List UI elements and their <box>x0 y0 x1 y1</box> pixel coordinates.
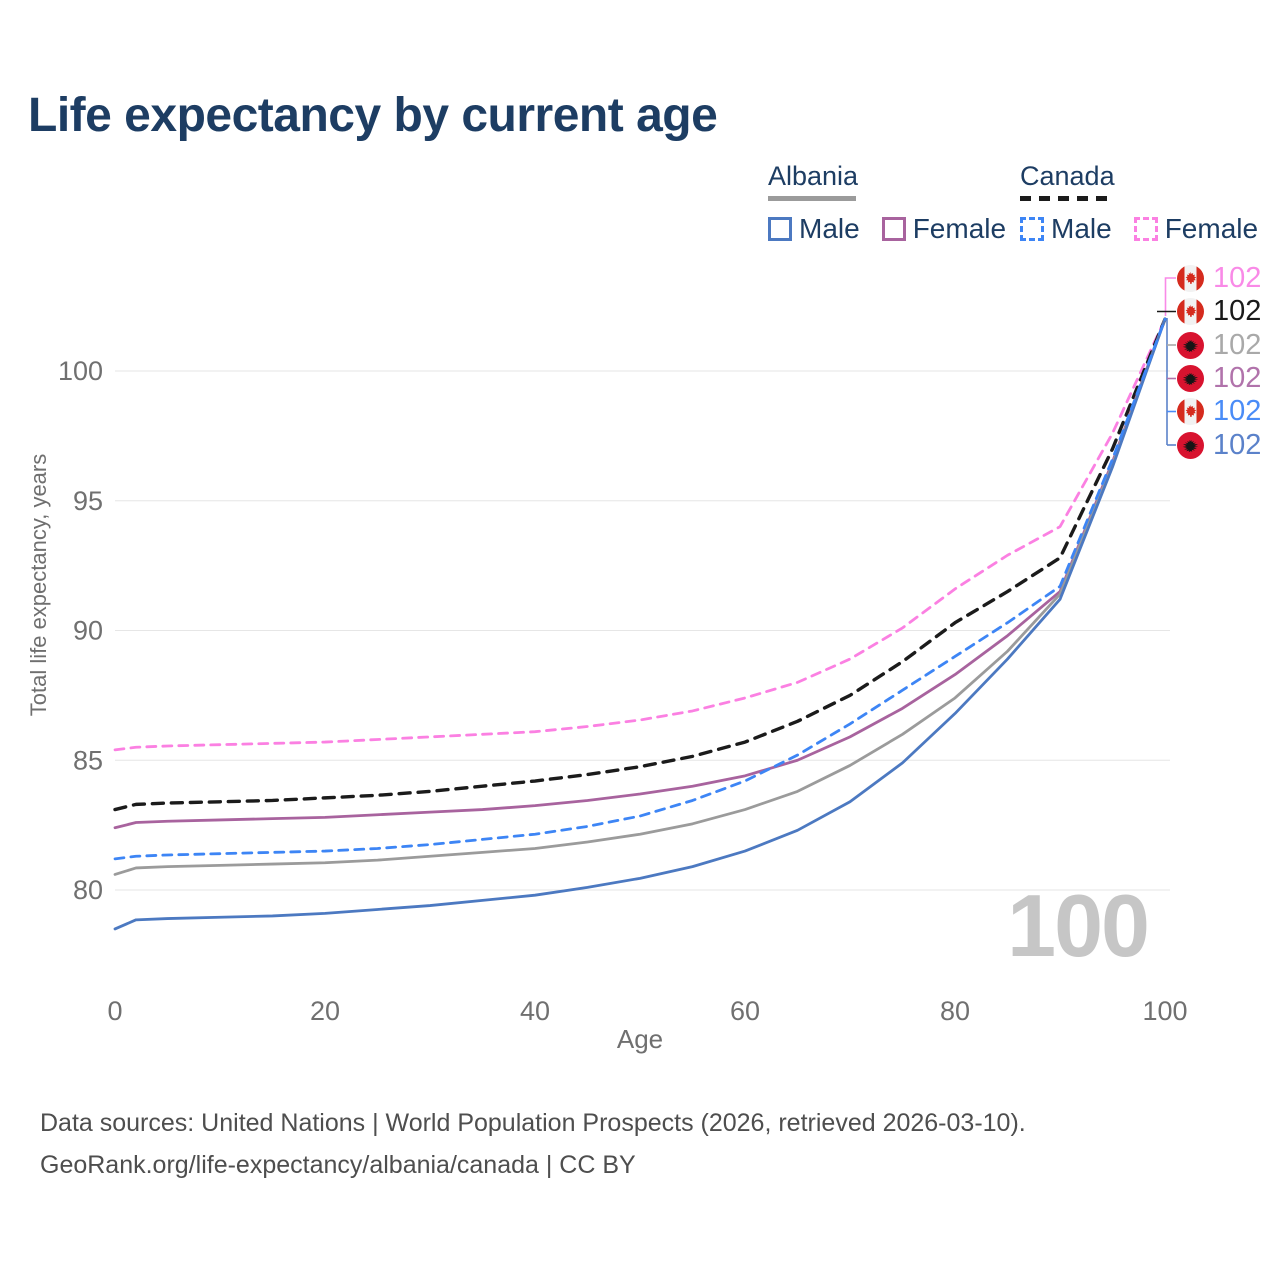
series-line-albania_male[interactable] <box>113 317 1167 931</box>
end-label-value: 102 <box>1213 362 1262 394</box>
series-line-albania_female[interactable] <box>113 317 1167 830</box>
legend-group-albania: Albania Male Female <box>768 161 1028 245</box>
y-tick-label: 80 <box>73 875 103 905</box>
series-line-canada_male[interactable] <box>113 317 1167 861</box>
canada-flag-icon <box>1177 298 1204 325</box>
legend-group-canada: Canada Male Female <box>1020 161 1280 245</box>
end-label-value: 102 <box>1213 328 1262 361</box>
leader-lines-layer <box>1157 277 1176 446</box>
x-tick-label: 80 <box>940 996 970 1026</box>
albania-flag-icon <box>1177 431 1204 459</box>
albania-flag-icon <box>1177 331 1204 359</box>
x-tick-label: 0 <box>107 996 122 1026</box>
x-tick-label: 60 <box>730 996 760 1026</box>
canada-male-swatch-icon[interactable] <box>1020 217 1044 241</box>
chart-plot-area: 100 Total life expectancy, years Age 808… <box>26 277 1188 1054</box>
footer-url-line: GeoRank.org/life-expectancy/albania/cana… <box>40 1151 636 1179</box>
legend-group-albania-title[interactable]: Albania <box>768 161 859 191</box>
y-axis-title: Total life expectancy, years <box>26 454 51 717</box>
canada-line-style-swatch <box>1020 196 1108 201</box>
canada-flag-icon <box>1177 264 1204 292</box>
albania-line-style-swatch <box>768 196 856 201</box>
end-label-value: 102 <box>1213 428 1262 461</box>
axis-ticks-layer: 80 85 90 95 100 0 20 40 60 80 100 <box>58 356 1188 1026</box>
series-layer <box>113 317 1167 931</box>
x-axis-title: Age <box>617 1024 663 1054</box>
age-counter-watermark: 100 <box>1007 876 1148 975</box>
leader-line-canada_female <box>1164 277 1176 316</box>
footer-sources-line: Data sources: United Nations | World Pop… <box>40 1109 1026 1137</box>
legend-label-canada-female[interactable]: Female <box>1164 213 1259 244</box>
series-line-albania_both[interactable] <box>113 317 1167 876</box>
y-tick-label: 100 <box>58 356 103 386</box>
series-line-canada_female[interactable] <box>113 317 1167 752</box>
end-label-value: 102 <box>1213 261 1262 294</box>
gridlines-layer <box>115 370 1170 891</box>
albania-male-swatch-icon[interactable] <box>768 217 792 241</box>
y-tick-label: 90 <box>73 616 103 646</box>
page-title: Life expectancy by current age <box>28 89 718 142</box>
end-label-canada_female[interactable]: 102 <box>1177 262 1261 295</box>
end-label-canada_both[interactable]: 102 <box>1177 295 1261 328</box>
x-tick-label: 40 <box>520 996 550 1026</box>
albania-female-swatch-icon[interactable] <box>881 217 906 241</box>
end-label-canada_male[interactable]: 102 <box>1177 395 1261 428</box>
legend-label-canada-male[interactable]: Male <box>1051 213 1112 244</box>
legend-label-albania-female[interactable]: Female <box>912 213 1007 244</box>
end-label-value: 102 <box>1213 395 1262 427</box>
canada-flag-icon <box>1177 398 1204 425</box>
y-tick-label: 95 <box>73 486 103 516</box>
canada-female-swatch-icon[interactable] <box>1133 217 1158 241</box>
x-tick-label: 100 <box>1142 996 1187 1026</box>
legend-group-canada-title[interactable]: Canada <box>1020 161 1115 191</box>
x-tick-label: 20 <box>310 996 340 1026</box>
y-tick-label: 85 <box>73 745 103 775</box>
legend-label-albania-male[interactable]: Male <box>799 213 860 244</box>
series-line-canada_both[interactable] <box>113 317 1167 812</box>
end-label-albania_female[interactable]: 102 <box>1177 362 1261 395</box>
end-label-albania_male[interactable]: 102 <box>1177 429 1261 462</box>
end-label-value: 102 <box>1213 295 1262 327</box>
albania-flag-icon <box>1177 365 1204 392</box>
end-label-albania_both[interactable]: 102 <box>1177 329 1261 362</box>
footer-note: Data sources: United Nations | World Pop… <box>40 1102 1026 1186</box>
